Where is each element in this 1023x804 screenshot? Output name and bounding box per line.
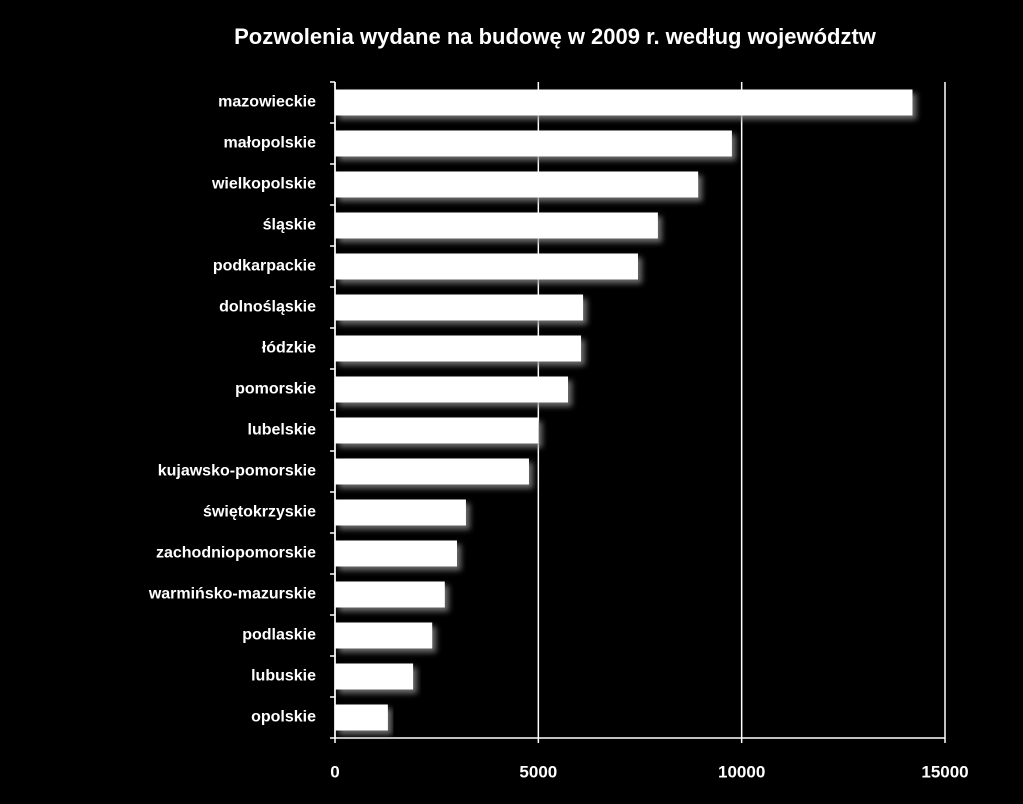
bar	[335, 376, 569, 403]
y-tick-label: kujawsko-pomorskie	[158, 463, 316, 480]
bar	[335, 663, 414, 690]
x-tick-label: 10000	[718, 762, 765, 781]
y-tick-label: małopolskie	[224, 135, 317, 152]
bar	[335, 253, 638, 280]
y-tick-label: podkarpackie	[213, 258, 316, 275]
y-tick-label: świętokrzyskie	[203, 504, 316, 521]
bar	[335, 89, 913, 116]
y-tick-label: lubuskie	[251, 668, 316, 685]
bar	[335, 417, 539, 444]
y-tick-label: podlaskie	[242, 627, 316, 644]
bar	[335, 499, 466, 526]
x-tick-label: 0	[330, 762, 339, 781]
y-tick-label: wielkopolskie	[211, 176, 316, 193]
y-tick-label: warmińsko-mazurskie	[148, 586, 316, 603]
y-tick-label: mazowieckie	[218, 94, 316, 111]
chart-title: Pozwolenia wydane na budowę w 2009 r. we…	[234, 24, 877, 49]
bar	[335, 622, 433, 649]
bar	[335, 458, 529, 485]
bar	[335, 171, 699, 198]
y-tick-label: pomorskie	[235, 381, 316, 398]
bar	[335, 704, 388, 731]
x-tick-label: 5000	[519, 762, 557, 781]
bar	[335, 540, 457, 567]
bar	[335, 294, 584, 321]
x-tick-label: 15000	[921, 762, 968, 781]
bar	[335, 581, 445, 608]
y-tick-label: śląskie	[263, 217, 316, 234]
y-tick-label: dolnośląskie	[219, 299, 316, 316]
y-tick-label: łódzkie	[262, 340, 316, 357]
y-tick-label: opolskie	[251, 709, 316, 726]
y-tick-label: zachodniopomorskie	[156, 545, 316, 562]
bar	[335, 335, 582, 362]
y-tick-label: lubelskie	[248, 422, 317, 439]
bar	[335, 130, 732, 157]
bar	[335, 212, 658, 239]
